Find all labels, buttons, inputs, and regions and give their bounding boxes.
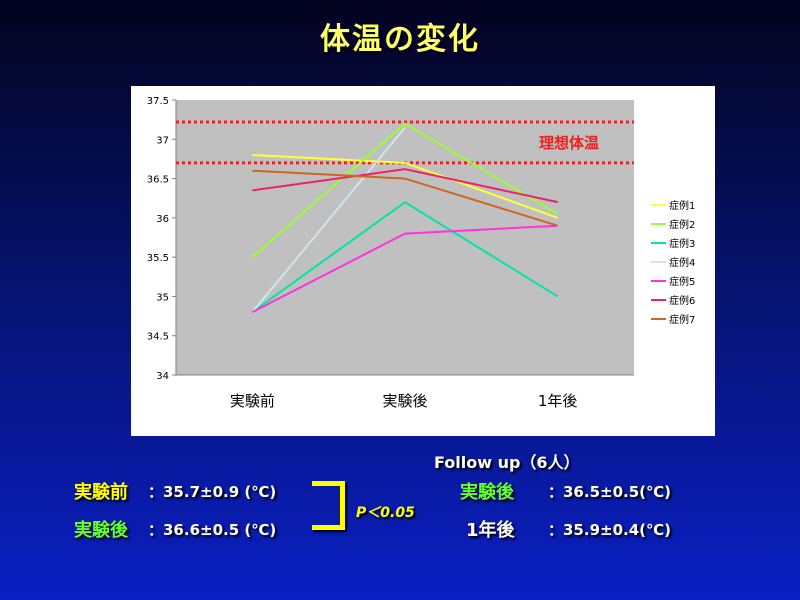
y-tick-label: 37 [156, 135, 169, 146]
p-value: P＜0.05 [356, 505, 415, 521]
x-tick-label: 実験後 [382, 392, 427, 410]
followup-year-label: 1年後 [466, 520, 515, 541]
legend-label: 症例6 [669, 294, 695, 307]
followup-after-label: 実験後 [460, 482, 514, 503]
x-tick-label: 実験前 [230, 392, 275, 410]
y-tick-label: 34.5 [147, 332, 169, 343]
legend-label: 症例4 [669, 256, 695, 269]
before-value: ：35.7±0.9 (℃) [148, 483, 277, 501]
legend-label: 症例5 [669, 275, 695, 288]
y-tick-label: 35 [156, 292, 169, 303]
legend-label: 症例7 [669, 313, 695, 326]
significance-bracket [312, 481, 345, 530]
line-chart: 34 34.5 35 35.5 36 36.5 37 37.5 実験前 実験後 1年後 症例1 症例2… [147, 96, 696, 410]
y-tick-label: 36.5 [147, 175, 169, 186]
followup-year-value: ：35.9±0.4(℃) [548, 521, 672, 539]
series-line-4 [251, 126, 406, 313]
after-label: 実験後 [74, 520, 128, 541]
page-title: 体温の変化 [320, 22, 480, 57]
series-line-5 [251, 224, 558, 314]
followup-title: Follow up（6人） [434, 453, 580, 472]
legend-label: 症例3 [669, 237, 695, 250]
before-label: 実験前 [74, 482, 128, 503]
series-line-3 [251, 200, 559, 313]
series-line-1 [252, 154, 559, 219]
series-line-7 [252, 169, 558, 227]
followup-after-value: ：36.5±0.5(℃) [548, 483, 672, 501]
after-value: ：36.6±0.5 (℃) [148, 521, 277, 539]
ideal-temperature-label: 理想体温 [539, 134, 599, 152]
series-line-6 [252, 168, 558, 204]
series-line-2 [251, 122, 559, 258]
legend-label: 症例1 [669, 199, 695, 212]
plot-area [176, 100, 634, 375]
x-tick-label: 1年後 [538, 392, 578, 410]
y-tick-label: 37.5 [147, 96, 169, 107]
legend-label: 症例2 [669, 218, 695, 231]
y-tick-label: 35.5 [147, 253, 169, 264]
chart-container: 34 34.5 35 35.5 36 36.5 37 37.5 実験前 実験後 1年後 症例1 症例2… [131, 86, 715, 436]
y-tick-label: 34 [156, 371, 169, 382]
y-tick-label: 36 [156, 214, 169, 225]
